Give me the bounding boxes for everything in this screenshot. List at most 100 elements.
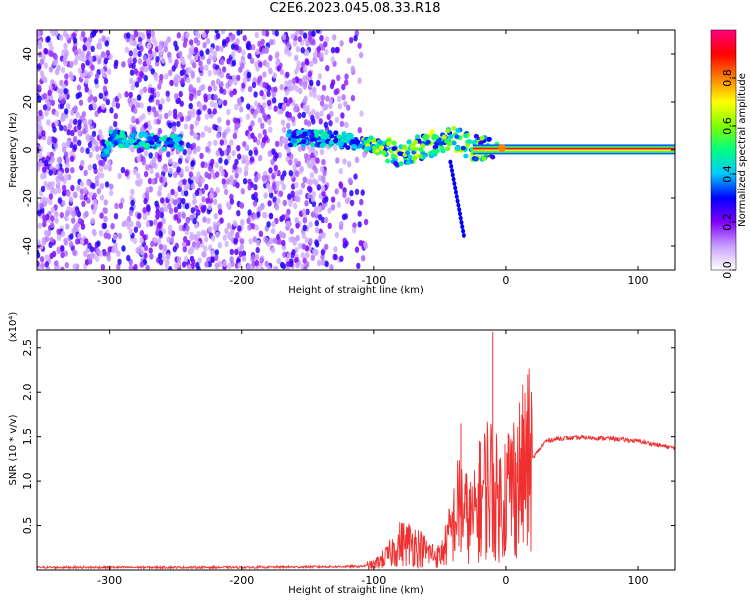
noise-speckle <box>74 54 80 61</box>
noise-speckle <box>77 129 82 137</box>
noise-speckle <box>322 197 327 204</box>
noise-speckle <box>332 34 337 41</box>
noise-speckle <box>246 71 252 79</box>
noise-speckle <box>338 182 344 190</box>
noise-speckle <box>143 244 149 252</box>
noise-speckle <box>153 219 158 226</box>
noise-speckle <box>106 160 112 167</box>
noise-speckle <box>149 253 154 260</box>
noise-speckle <box>316 46 321 53</box>
noise-speckle <box>187 110 192 117</box>
noise-speckle <box>228 79 234 86</box>
noise-speckle <box>128 228 133 235</box>
noise-speckle <box>252 200 258 207</box>
noise-speckle <box>293 106 298 113</box>
noise-speckle <box>95 72 100 80</box>
noise-speckle <box>97 43 103 50</box>
signal-blob <box>445 128 451 134</box>
noise-speckle <box>130 84 135 91</box>
noise-speckle <box>48 66 54 73</box>
noise-speckle <box>56 234 62 241</box>
noise-speckle <box>158 252 163 259</box>
noise-speckle <box>308 237 313 245</box>
spectrogram-x-ticks: -300 -200 -100 0 100 <box>97 30 649 287</box>
signal-blob <box>412 155 418 161</box>
noise-speckle <box>248 125 253 132</box>
noise-speckle <box>263 212 268 219</box>
noise-speckle <box>103 207 109 214</box>
noise-speckle <box>186 239 191 247</box>
noise-speckle <box>169 79 174 87</box>
noise-speckle <box>222 138 228 146</box>
signal-blob <box>463 133 469 139</box>
noise-speckle <box>72 249 77 256</box>
noise-speckle <box>146 32 151 39</box>
noise-speckle <box>111 101 116 108</box>
noise-speckle <box>254 259 259 267</box>
noise-speckle <box>190 70 195 77</box>
noise-speckle <box>103 215 108 223</box>
noise-speckle <box>333 144 338 152</box>
noise-speckle <box>83 194 88 201</box>
snr-y-tick-label: 2.5 <box>21 339 34 357</box>
signal-blob <box>420 143 426 149</box>
noise-speckle <box>323 121 329 128</box>
noise-speckle <box>60 66 66 74</box>
noise-speckle <box>266 221 271 228</box>
noise-speckle <box>276 65 281 72</box>
noise-speckle <box>313 58 318 65</box>
noise-speckle <box>179 100 184 107</box>
noise-speckle <box>257 117 263 124</box>
noise-speckle <box>187 148 192 155</box>
noise-speckle <box>286 147 291 154</box>
noise-speckle <box>70 109 75 116</box>
noise-speckle <box>200 205 205 212</box>
noise-speckle <box>124 219 129 226</box>
noise-speckle <box>259 257 264 264</box>
noise-speckle <box>300 182 306 189</box>
noise-speckle <box>200 161 205 169</box>
snr-x-tick-label: -200 <box>229 574 254 587</box>
noise-speckle <box>130 146 135 153</box>
noise-speckle <box>329 82 335 90</box>
noise-speckle <box>176 120 181 128</box>
noise-speckle <box>72 144 78 151</box>
noise-speckle <box>335 157 340 164</box>
signal-blob <box>434 134 440 140</box>
noise-speckle <box>357 221 362 228</box>
noise-speckle <box>44 160 49 167</box>
noise-speckle <box>216 32 221 39</box>
noise-speckle <box>314 248 319 256</box>
noise-speckle <box>219 139 224 146</box>
noise-speckle <box>324 243 329 251</box>
noise-speckle <box>60 251 65 259</box>
noise-speckle <box>250 132 255 139</box>
noise-speckle <box>259 89 264 97</box>
noise-speckle <box>61 199 66 207</box>
noise-speckle <box>80 50 86 58</box>
noise-speckle <box>312 51 318 58</box>
noise-speckle <box>298 87 303 95</box>
noise-speckle <box>197 257 202 264</box>
noise-speckle <box>251 254 256 261</box>
signal-blob <box>393 161 399 166</box>
noise-speckle <box>184 165 190 173</box>
noise-speckle <box>97 38 103 45</box>
noise-speckle <box>275 59 280 67</box>
noise-speckle <box>73 30 78 34</box>
noise-speckle <box>139 31 145 39</box>
signal-blob <box>178 140 184 146</box>
noise-speckle <box>56 187 62 194</box>
noise-speckle <box>210 250 215 257</box>
noise-speckle <box>181 58 186 65</box>
noise-speckle <box>216 132 221 139</box>
noise-speckle <box>96 240 101 247</box>
noise-speckle <box>349 190 354 197</box>
signal-blob <box>148 136 154 142</box>
noise-speckle <box>217 203 222 210</box>
streak-blob <box>455 198 460 204</box>
noise-speckle <box>63 250 68 257</box>
noise-speckle <box>272 237 277 244</box>
noise-speckle <box>314 205 319 213</box>
noise-speckle <box>63 88 68 95</box>
